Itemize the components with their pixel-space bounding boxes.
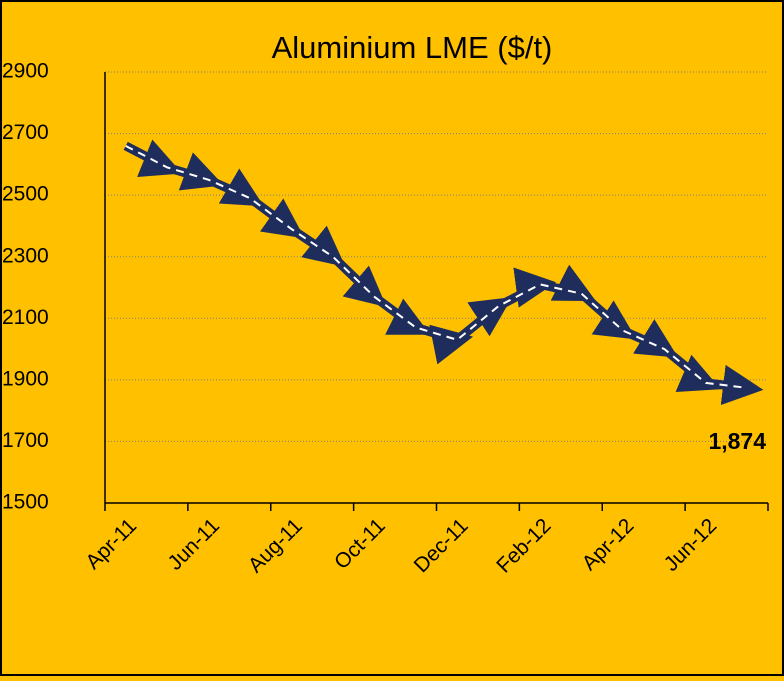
- chart-title: Aluminium LME ($/t): [272, 30, 553, 65]
- y-tick-label: 1700: [2, 429, 49, 452]
- y-tick-label: 2500: [2, 183, 49, 206]
- line-highlight: [125, 145, 748, 389]
- y-tick-label: 2700: [2, 121, 49, 144]
- data-label: 1,874: [708, 428, 766, 454]
- y-tick-label: 2100: [2, 306, 49, 329]
- y-tick-label: 2300: [2, 244, 49, 267]
- y-tick-label: 2900: [2, 60, 49, 83]
- y-tick-label: 1900: [2, 367, 49, 390]
- y-tick-label: 1500: [2, 491, 49, 514]
